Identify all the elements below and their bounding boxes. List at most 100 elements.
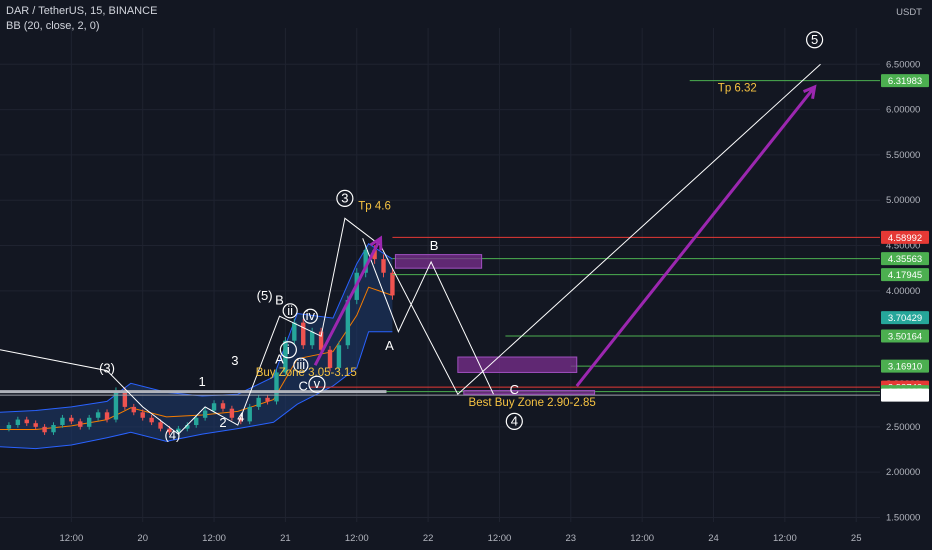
- candle-body: [318, 331, 324, 350]
- price-tag[interactable]: [881, 388, 929, 402]
- price-tag-label: 3.70429: [888, 313, 922, 324]
- x-tick-label: 12:00: [630, 533, 654, 544]
- candle-body: [301, 322, 306, 346]
- chart-annotation: Tp 4.6: [358, 200, 391, 212]
- y-tick-label: 6.00000: [886, 105, 920, 116]
- candle-body: [283, 340, 288, 373]
- price-tag[interactable]: [881, 329, 929, 343]
- wave-circle-label: 3: [341, 190, 348, 205]
- wave-label: (4): [164, 428, 180, 443]
- price-tag[interactable]: [881, 252, 929, 266]
- wave-label: 4: [237, 409, 244, 424]
- candle-body: [176, 428, 181, 433]
- x-tick-label: 25: [851, 533, 862, 544]
- wave-label: (5): [257, 288, 273, 303]
- wave-label: B: [430, 238, 439, 253]
- x-tick-label: 20: [137, 533, 148, 544]
- indicator-legend: BB (20, close, 2, 0): [6, 20, 100, 32]
- candle-body: [202, 410, 208, 418]
- price-tag[interactable]: [881, 359, 929, 373]
- candle-body: [122, 390, 128, 407]
- currency-label: USDT: [896, 7, 922, 18]
- target-arrow-head: [802, 84, 817, 99]
- elliott-wave-main: [0, 63, 821, 435]
- wave-label: A: [275, 351, 284, 366]
- candle-body: [167, 428, 172, 433]
- y-tick-label: 2.00000: [886, 467, 920, 478]
- price-tag[interactable]: [881, 74, 929, 88]
- candle-body: [104, 412, 110, 420]
- x-tick-label: 12:00: [488, 533, 512, 544]
- wave-label: A: [385, 338, 394, 353]
- wave-label: C: [299, 379, 308, 394]
- target-arrow-shaft: [575, 85, 816, 387]
- wave-label: B: [275, 292, 284, 307]
- candle-body: [381, 259, 386, 273]
- candle-body: [15, 419, 21, 426]
- candle-body: [6, 425, 12, 429]
- price-tag[interactable]: [881, 230, 929, 244]
- candle-body: [158, 422, 163, 429]
- price-tag[interactable]: [881, 311, 929, 325]
- candle-body: [131, 406, 136, 413]
- price-tag-label: 6.31983: [888, 76, 922, 87]
- wave-circle-marker: [282, 303, 298, 319]
- candle-body: [238, 417, 244, 422]
- wave-circle-marker: [279, 341, 297, 359]
- candle-body: [220, 403, 226, 409]
- candle-body: [149, 417, 154, 423]
- x-tick-label: 21: [280, 533, 291, 544]
- price-tag-label: 3.16910: [888, 362, 922, 373]
- y-tick-label: 4.00000: [886, 286, 920, 297]
- wave-circle-marker: [293, 357, 309, 373]
- wave-circle-label: 4: [511, 413, 518, 428]
- price-tag[interactable]: [881, 268, 929, 282]
- x-tick-label: 23: [566, 533, 577, 544]
- buy-zone-box[interactable]: [463, 390, 596, 395]
- candle-body: [60, 417, 65, 426]
- x-tick-label: 12:00: [202, 533, 226, 544]
- candle-body: [327, 349, 333, 368]
- wave-label: 3: [231, 353, 238, 368]
- candle-body: [33, 423, 38, 427]
- y-tick-label: 6.50000: [886, 59, 920, 70]
- buy-zone-box[interactable]: [457, 356, 578, 373]
- candle-body: [345, 299, 351, 346]
- x-tick-label: 12:00: [773, 533, 797, 544]
- bollinger-basis-line: [0, 286, 393, 430]
- y-tick-label: 5.50000: [886, 150, 920, 161]
- elliott-wave-corrective: [362, 238, 494, 395]
- price-tag-label: 4.17945: [888, 270, 922, 281]
- candle-body: [69, 417, 74, 422]
- candle-body: [256, 397, 261, 407]
- bollinger-band-fill: [0, 243, 393, 449]
- candle-body: [86, 417, 92, 427]
- y-tick-label: 2.50000: [886, 422, 920, 433]
- candle-body: [309, 331, 315, 346]
- chart-annotation: Buy Zone 3.05-3.15: [256, 367, 357, 379]
- wave-circle-marker: [805, 31, 824, 49]
- wave-circle-marker: [505, 412, 523, 430]
- candle-body: [194, 417, 199, 426]
- x-tick-label: 12:00: [345, 533, 369, 544]
- wave-label: 2: [219, 415, 226, 430]
- y-tick-label: 5.00000: [886, 195, 920, 206]
- x-tick-label: 22: [423, 533, 434, 544]
- candle-body: [229, 408, 235, 418]
- price-tag-label: 3.50164: [888, 332, 922, 343]
- candle-body: [292, 322, 297, 341]
- buy-zone-box[interactable]: [394, 254, 483, 269]
- wave-label: (3): [99, 360, 115, 375]
- candle-body: [247, 406, 252, 422]
- chart-annotation: Best Buy Zone 2.90-2.85: [469, 397, 596, 409]
- candle-body: [78, 421, 83, 427]
- bollinger-lower-line: [0, 331, 393, 450]
- target-arrow-shaft: [313, 237, 382, 366]
- price-tag-label: 4.58992: [888, 233, 922, 244]
- price-tag-label: 2.85000: [888, 391, 922, 402]
- candle-body: [24, 419, 29, 424]
- wave-circle-marker: [336, 189, 354, 208]
- wave-label: C: [510, 382, 519, 397]
